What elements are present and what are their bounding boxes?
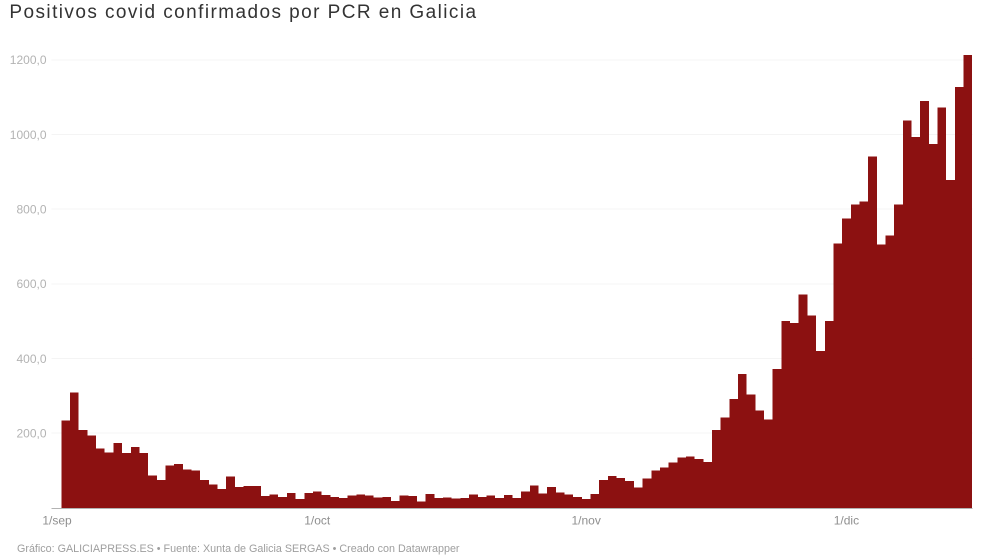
svg-text:600,0: 600,0 xyxy=(16,277,46,291)
svg-text:1200,0: 1200,0 xyxy=(10,53,47,67)
svg-text:1000,0: 1000,0 xyxy=(10,128,47,142)
svg-text:800,0: 800,0 xyxy=(16,202,46,216)
svg-text:200,0: 200,0 xyxy=(16,426,46,440)
svg-text:400,0: 400,0 xyxy=(16,352,46,366)
svg-text:Gráfico: GALICIAPRESS.ES • Fue: Gráfico: GALICIAPRESS.ES • Fuente: Xunta… xyxy=(17,543,460,555)
svg-text:Positivos covid confirmados po: Positivos covid confirmados por PCR en G… xyxy=(9,2,477,23)
svg-text:1/oct: 1/oct xyxy=(304,513,331,527)
svg-text:1/dic: 1/dic xyxy=(834,513,859,527)
svg-text:1/sep: 1/sep xyxy=(42,513,72,527)
svg-text:1/nov: 1/nov xyxy=(572,513,601,527)
